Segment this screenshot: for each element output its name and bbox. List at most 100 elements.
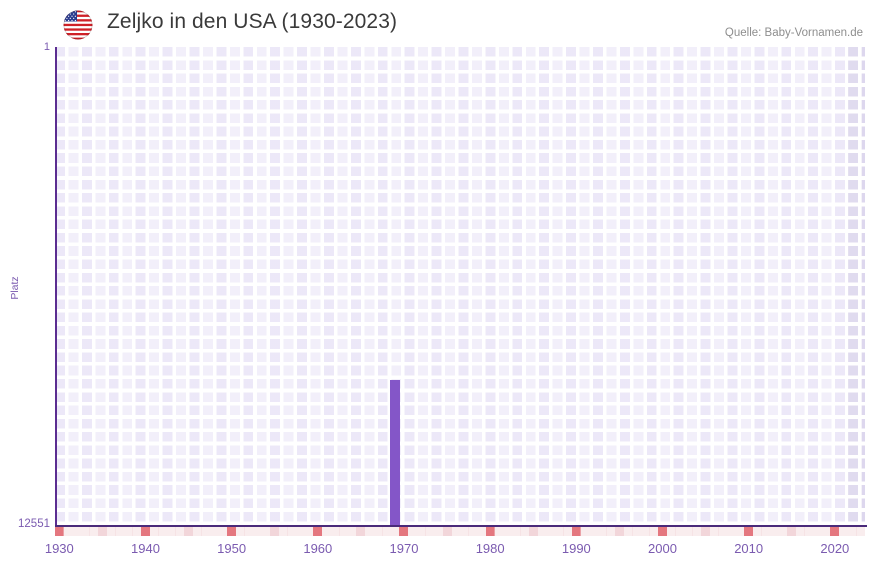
x-tick-minor-1968 — [382, 527, 392, 536]
x-tick-minor-1981 — [494, 527, 504, 536]
x-axis-line — [55, 525, 867, 527]
source-attribution: Quelle: Baby-Vornamen.de — [724, 27, 863, 39]
x-tick-minor-1951 — [235, 527, 245, 536]
x-tick-minor-1954 — [261, 527, 271, 536]
x-tick-minor-2015 — [787, 527, 797, 536]
x-tick-major-1930 — [54, 527, 64, 536]
x-tick-minor-1948 — [209, 527, 219, 536]
y-axis-tick-bottom: 12551 — [18, 518, 50, 530]
x-tick-major-1970 — [399, 527, 409, 536]
x-tick-minor-2016 — [795, 527, 805, 536]
x-tick-minor-1957 — [287, 527, 297, 536]
x-tick-minor-2006 — [709, 527, 719, 536]
x-tick-minor-1959 — [304, 527, 314, 536]
x-tick-minor-1936 — [106, 527, 116, 536]
x-tick-minor-1997 — [632, 527, 642, 536]
x-tick-minor-1949 — [218, 527, 228, 536]
x-tick-minor-1969 — [390, 527, 400, 536]
x-axis-tick-2020: 2020 — [820, 541, 850, 556]
x-tick-minor-2008 — [726, 527, 736, 536]
x-tick-minor-1991 — [580, 527, 590, 536]
x-tick-minor-1962 — [330, 527, 340, 536]
x-tick-major-1940 — [140, 527, 150, 536]
x-axis-tick-1950: 1950 — [217, 541, 247, 556]
x-tick-major-1960 — [313, 527, 323, 536]
x-tick-minor-1973 — [425, 527, 435, 536]
x-tick-minor-2012 — [761, 527, 771, 536]
x-tick-minor-1984 — [520, 527, 530, 536]
x-axis-tick-1970: 1970 — [389, 541, 419, 556]
x-axis-tick-1940: 1940 — [131, 541, 160, 556]
future-region-grid — [847, 47, 865, 525]
x-tick-minor-1939 — [132, 527, 142, 536]
x-tick-minor-1996 — [623, 527, 633, 536]
x-tick-minor-1946 — [192, 527, 202, 536]
x-tick-minor-1958 — [296, 527, 306, 536]
x-axis-tick-row — [54, 527, 867, 536]
page-title: Zeljko in den USA (1930-2023) — [107, 10, 398, 33]
x-tick-minor-1947 — [201, 527, 211, 536]
y-axis-title: Platz — [9, 276, 21, 300]
x-tick-minor-1986 — [537, 527, 547, 536]
x-tick-major-1950 — [227, 527, 237, 536]
x-tick-minor-1933 — [80, 527, 90, 536]
x-tick-minor-2014 — [778, 527, 788, 536]
x-tick-minor-1935 — [97, 527, 107, 536]
x-tick-minor-1956 — [278, 527, 288, 536]
x-tick-minor-2023 — [856, 527, 866, 536]
x-tick-minor-1967 — [373, 527, 383, 536]
grid-lines — [55, 47, 865, 525]
x-axis-label-row: 1930 1940 1950 1960 1970 1980 1990 2000 2010 2020 — [0, 541, 873, 561]
x-tick-minor-1994 — [606, 527, 616, 536]
x-tick-minor-2009 — [735, 527, 745, 536]
x-tick-minor-1931 — [63, 527, 73, 536]
x-axis-tick-1960: 1960 — [303, 541, 333, 556]
x-tick-minor-1964 — [347, 527, 357, 536]
x-tick-minor-1955 — [270, 527, 280, 536]
x-tick-minor-1993 — [597, 527, 607, 536]
y-axis-line — [55, 47, 57, 525]
x-tick-minor-1979 — [477, 527, 487, 536]
x-tick-minor-2018 — [813, 527, 823, 536]
bar-1969[interactable] — [390, 379, 401, 525]
x-tick-minor-2004 — [692, 527, 702, 536]
x-tick-minor-1982 — [502, 527, 512, 536]
x-tick-minor-2019 — [821, 527, 831, 536]
x-tick-minor-1978 — [468, 527, 478, 536]
x-tick-minor-2007 — [718, 527, 728, 536]
x-tick-minor-1965 — [356, 527, 366, 536]
x-tick-minor-1941 — [149, 527, 159, 536]
x-tick-minor-1998 — [640, 527, 650, 536]
x-tick-minor-1976 — [451, 527, 461, 536]
usa-flag-icon — [63, 10, 93, 40]
x-tick-major-2000 — [658, 527, 667, 536]
x-tick-minor-1966 — [365, 527, 375, 536]
x-tick-minor-2022 — [847, 527, 857, 536]
x-tick-minor-1937 — [115, 527, 125, 536]
x-tick-major-2010 — [744, 527, 754, 536]
x-axis-tick-2010: 2010 — [734, 541, 764, 556]
x-tick-minor-2011 — [752, 527, 762, 536]
x-tick-minor-1985 — [528, 527, 538, 536]
x-tick-minor-1988 — [554, 527, 564, 536]
x-axis-tick-1930: 1930 — [44, 541, 74, 556]
plot-area — [55, 47, 865, 525]
x-tick-minor-1952 — [244, 527, 254, 536]
x-tick-minor-1992 — [589, 527, 599, 536]
x-tick-major-1980 — [485, 527, 495, 536]
x-tick-minor-1977 — [459, 527, 469, 536]
x-tick-minor-1999 — [649, 527, 659, 536]
x-tick-minor-1932 — [72, 527, 82, 536]
x-tick-minor-1963 — [339, 527, 349, 536]
x-tick-minor-1975 — [442, 527, 452, 536]
x-tick-minor-1961 — [321, 527, 331, 536]
x-tick-major-2020 — [830, 527, 840, 536]
x-tick-minor-2003 — [683, 527, 693, 536]
y-axis-tick-top: 1 — [43, 41, 50, 53]
x-axis-tick-1980: 1980 — [475, 541, 505, 556]
x-tick-minor-1989 — [563, 527, 573, 536]
x-tick-minor-2017 — [804, 527, 814, 536]
x-tick-minor-1971 — [408, 527, 418, 536]
x-tick-minor-1972 — [416, 527, 426, 536]
